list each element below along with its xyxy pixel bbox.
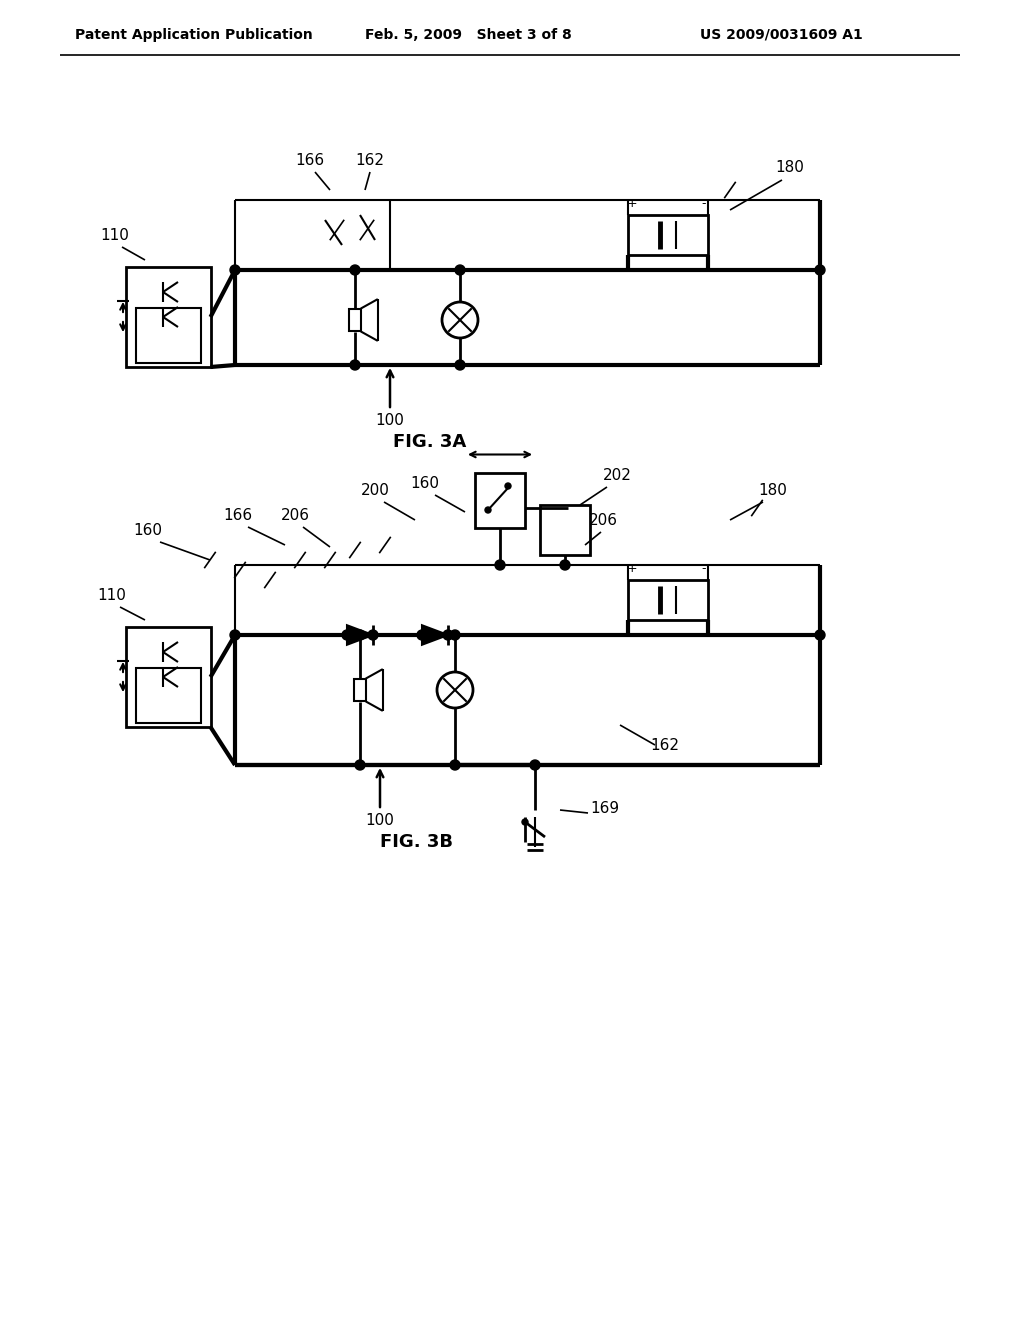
Bar xyxy=(475,473,525,528)
Bar xyxy=(349,309,360,331)
Bar xyxy=(540,506,590,554)
Circle shape xyxy=(443,630,453,640)
Text: 169: 169 xyxy=(590,801,620,816)
Text: 110: 110 xyxy=(97,587,126,603)
Circle shape xyxy=(455,265,465,275)
Text: 162: 162 xyxy=(355,153,384,168)
Text: 110: 110 xyxy=(100,228,129,243)
Circle shape xyxy=(342,630,352,640)
Circle shape xyxy=(355,760,365,770)
Circle shape xyxy=(350,265,360,275)
Circle shape xyxy=(368,630,378,640)
Circle shape xyxy=(495,560,505,570)
Polygon shape xyxy=(347,626,373,644)
Circle shape xyxy=(450,630,460,640)
Text: -: - xyxy=(701,197,707,210)
Text: 162: 162 xyxy=(650,738,680,752)
Bar xyxy=(628,215,708,255)
Text: 166: 166 xyxy=(223,508,253,523)
Circle shape xyxy=(560,560,570,570)
Bar xyxy=(135,668,201,723)
Text: Patent Application Publication: Patent Application Publication xyxy=(75,28,312,42)
Polygon shape xyxy=(422,626,449,644)
Bar xyxy=(126,267,211,367)
Text: 166: 166 xyxy=(296,153,325,168)
Circle shape xyxy=(485,507,490,513)
Circle shape xyxy=(230,265,240,275)
Bar xyxy=(126,627,211,727)
Text: 180: 180 xyxy=(775,160,805,176)
Circle shape xyxy=(455,360,465,370)
Text: Feb. 5, 2009   Sheet 3 of 8: Feb. 5, 2009 Sheet 3 of 8 xyxy=(365,28,571,42)
Circle shape xyxy=(417,630,427,640)
Text: 100: 100 xyxy=(366,813,394,828)
Text: US 2009/0031609 A1: US 2009/0031609 A1 xyxy=(700,28,863,42)
Circle shape xyxy=(230,630,240,640)
Text: 200: 200 xyxy=(360,483,389,498)
Text: 206: 206 xyxy=(589,513,617,528)
Circle shape xyxy=(505,483,511,488)
Circle shape xyxy=(355,630,365,640)
Circle shape xyxy=(450,760,460,770)
Text: 206: 206 xyxy=(281,508,309,523)
Circle shape xyxy=(815,265,825,275)
Bar xyxy=(628,579,708,620)
Text: +: + xyxy=(627,197,637,210)
Text: FIG. 3A: FIG. 3A xyxy=(393,433,467,451)
Bar xyxy=(354,678,366,701)
Text: 100: 100 xyxy=(376,413,404,428)
Text: FIG. 3B: FIG. 3B xyxy=(380,833,453,851)
Circle shape xyxy=(530,760,540,770)
Text: 160: 160 xyxy=(133,523,163,539)
Circle shape xyxy=(815,630,825,640)
Text: +: + xyxy=(627,562,637,576)
Text: 180: 180 xyxy=(759,483,787,498)
Bar xyxy=(135,308,201,363)
Text: 160: 160 xyxy=(411,477,439,491)
Circle shape xyxy=(522,818,528,825)
Text: -: - xyxy=(701,562,707,576)
Circle shape xyxy=(350,360,360,370)
Text: 202: 202 xyxy=(602,469,632,483)
